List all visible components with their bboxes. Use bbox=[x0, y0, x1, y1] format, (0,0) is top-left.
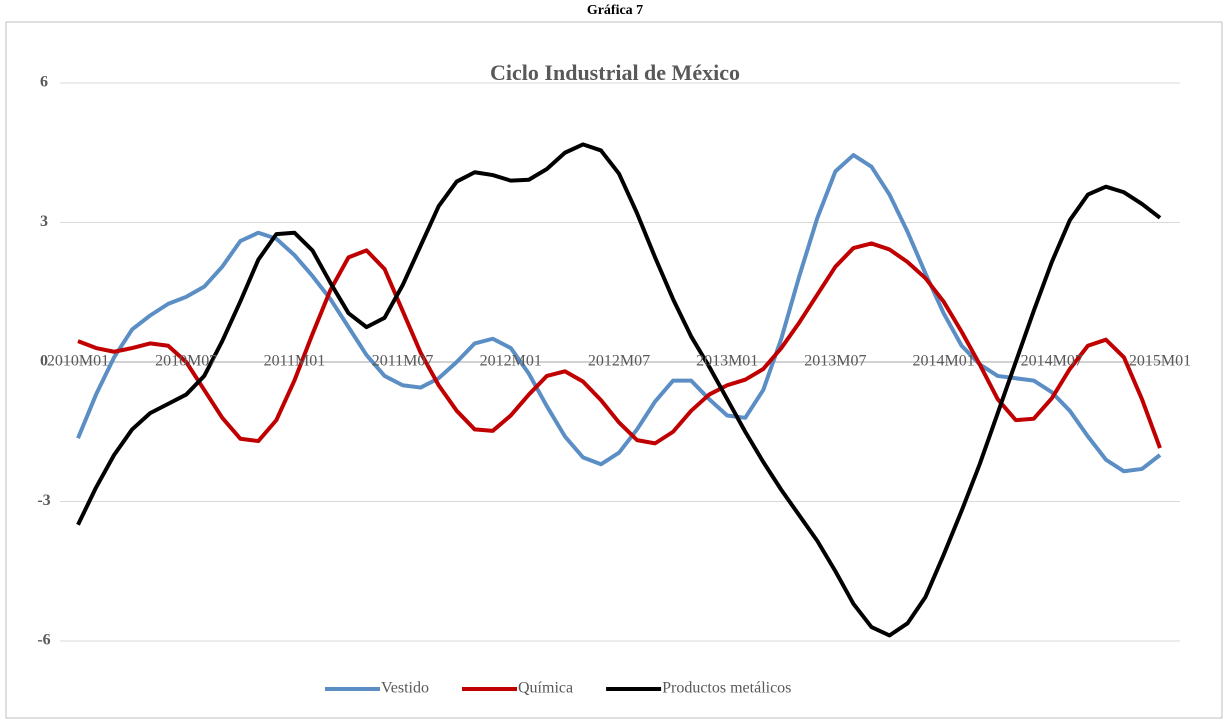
x-tick-label: 2011M07 bbox=[372, 353, 434, 370]
y-tick-label: -6 bbox=[37, 632, 50, 649]
x-tick-label: 2014M01 bbox=[912, 353, 974, 370]
x-tick-label: 2012M01 bbox=[480, 353, 542, 370]
chart-title: Ciclo Industrial de México bbox=[490, 60, 740, 85]
x-tick-label: 2015M01 bbox=[1129, 353, 1191, 370]
y-tick-label: 3 bbox=[40, 213, 48, 230]
series-line bbox=[76, 142, 1162, 638]
legend-label: Química bbox=[518, 680, 573, 697]
x-tick-label: 2014M07 bbox=[1021, 353, 1083, 370]
x-tick-label: 2010M01 bbox=[47, 353, 109, 370]
x-tick-label: 2012M07 bbox=[588, 353, 650, 370]
chart-header: Gráfica 7 bbox=[587, 3, 643, 18]
x-tick-label: 2010M07 bbox=[155, 353, 217, 370]
legend-label: Vestido bbox=[381, 680, 429, 697]
x-tick-label: 2013M01 bbox=[696, 353, 758, 370]
y-tick-label: 0 bbox=[40, 353, 48, 370]
chart-border bbox=[5, 21, 1223, 719]
y-tick-label: -3 bbox=[37, 492, 50, 509]
y-tick-label: 6 bbox=[40, 74, 48, 91]
legend-label: Productos metálicos bbox=[662, 680, 791, 697]
series-line bbox=[77, 241, 1162, 449]
x-tick-label: 2011M01 bbox=[264, 353, 326, 370]
x-tick-label: 2013M07 bbox=[804, 353, 866, 370]
